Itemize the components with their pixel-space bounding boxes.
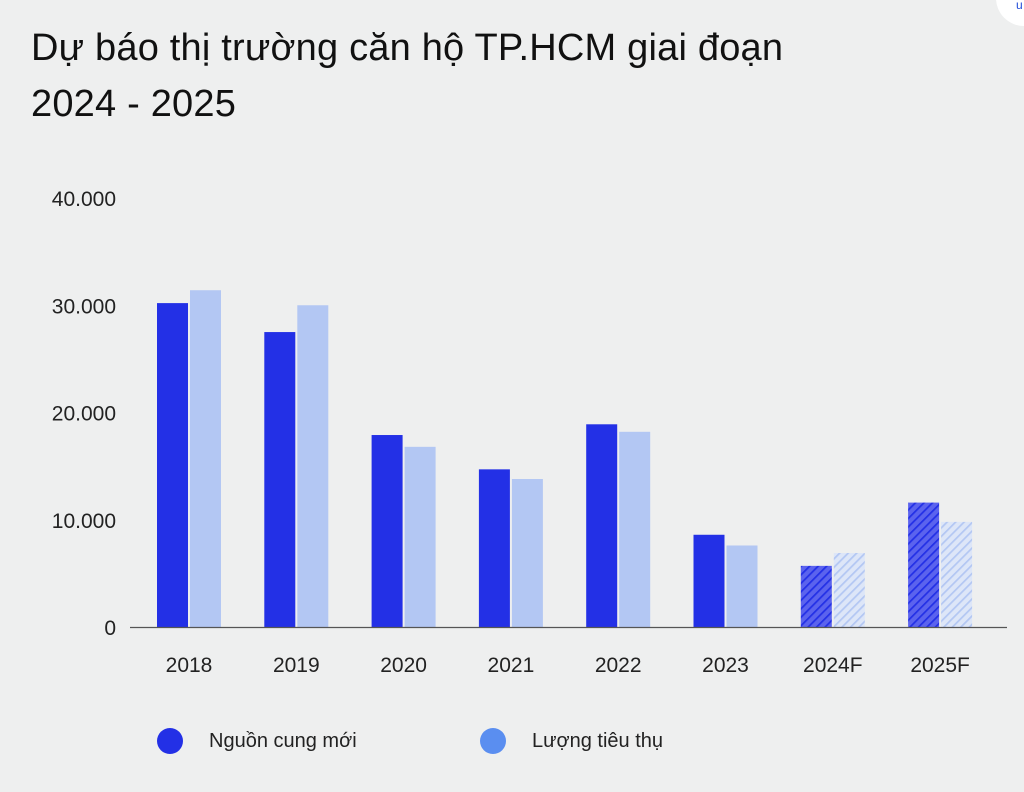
legend-swatch-supply [157,728,183,754]
y-tick-label: 30.000 [52,295,116,318]
x-tick-label: 2025F [910,654,970,677]
bar-supply [908,502,940,627]
bar-supply [371,435,403,627]
legend: Nguồn cung mới Lượng tiêu thụ [0,728,1024,762]
bar-sales [726,545,758,627]
y-tick-label: 10.000 [52,510,116,533]
bar-supply [586,424,618,627]
chart-title: Dự báo thị trường căn hộ TP.HCM giai đoạ… [31,20,931,132]
bar-sales [833,552,865,627]
y-tick-label: 40.000 [52,188,116,211]
chart-title-line-2: 2024 - 2025 [31,83,237,125]
bar-sales [190,290,221,627]
bar-sales [511,478,543,627]
legend-label-supply: Nguồn cung mới [209,729,357,752]
x-tick-label: 2024F [803,654,863,677]
corner-edge-icon: u [1016,0,1022,12]
bar-sales [941,521,973,627]
x-tick-label: 2020 [380,654,427,677]
legend-swatch-sales [480,728,506,754]
y-tick-label: 20.000 [52,403,116,426]
bar-supply [157,303,188,627]
bar-supply [800,565,832,627]
bar-sales [404,446,436,627]
bar-supply [478,469,510,627]
x-tick-label: 2018 [166,654,213,677]
x-tick-label: 2021 [488,654,535,677]
x-tick-label: 2022 [595,654,642,677]
bars-group [157,290,973,627]
bar-supply [264,332,296,627]
legend-label-sales: Lượng tiêu thụ [532,729,664,752]
legend-item-sales: Lượng tiêu thụ [480,728,663,754]
bar-sales [619,431,651,627]
y-tick-label: 0 [104,617,116,640]
bar-supply [693,534,725,627]
bar-sales [297,305,329,627]
chart-title-line-1: Dự báo thị trường căn hộ TP.HCM giai đoạ… [31,27,784,69]
legend-item-supply: Nguồn cung mới [157,728,357,754]
x-tick-label: 2023 [702,654,749,677]
x-tick-label: 2019 [273,654,320,677]
x-axis-ticks: 2018 2019 2020 2021 2022 2023 2024F 2025F [166,654,970,677]
y-axis-ticks: 0 10.000 20.000 30.000 40.000 [52,188,116,640]
